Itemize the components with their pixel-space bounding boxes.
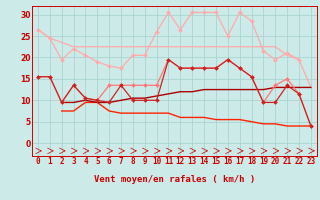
- X-axis label: Vent moyen/en rafales ( km/h ): Vent moyen/en rafales ( km/h ): [94, 175, 255, 184]
